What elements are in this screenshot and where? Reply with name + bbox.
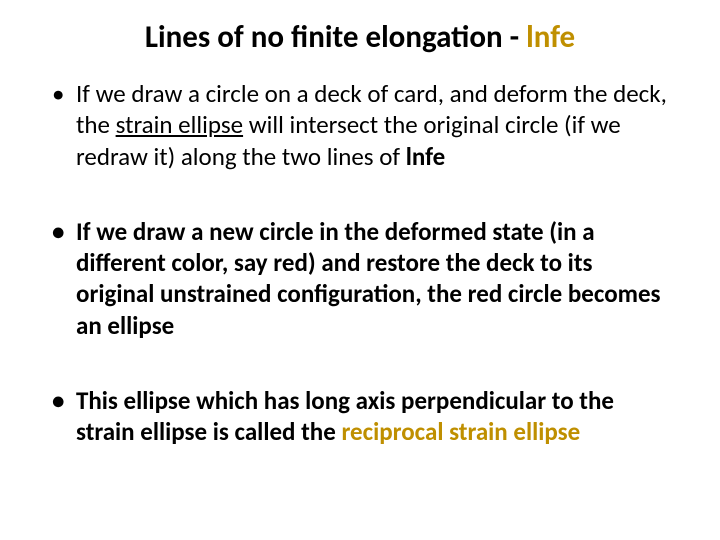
bullet-2-text: If we draw a new circle in the deformed … <box>76 216 661 341</box>
slide: Lines of no finite elongation - lnfe If … <box>0 0 720 540</box>
title-main: Lines of no finite elongation - <box>145 18 526 56</box>
bullet-item-2: If we draw a new circle in the deformed … <box>48 216 672 341</box>
bullet-item-3: This ellipse which has long axis perpend… <box>48 385 672 448</box>
bullet-3-accent: reciprocal strain ellipse <box>341 416 580 447</box>
slide-title: Lines of no finite elongation - lnfe <box>48 18 672 56</box>
title-accent: lnfe <box>526 18 575 56</box>
bullet-list: If we draw a circle on a deck of card, a… <box>48 78 672 447</box>
bullet-1-bold: lnfe <box>406 141 445 172</box>
bullet-item-1: If we draw a circle on a deck of card, a… <box>48 78 672 172</box>
bullet-1-underline: strain ellipse <box>116 109 243 140</box>
